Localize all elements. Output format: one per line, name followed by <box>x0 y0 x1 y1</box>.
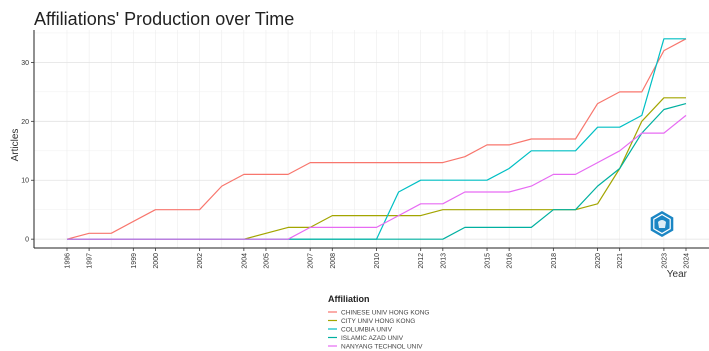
x-tick-label: 2002 <box>197 253 204 269</box>
x-tick-label: 2020 <box>595 253 602 269</box>
y-tick-label: 30 <box>21 60 29 67</box>
x-tick-label: 2013 <box>440 253 447 269</box>
x-tick-label: 2018 <box>551 253 558 269</box>
legend-title: Affiliation <box>328 294 370 304</box>
x-tick-label: 2010 <box>374 253 381 269</box>
series-line-3 <box>67 38 686 240</box>
x-tick-label: 2008 <box>330 253 337 269</box>
x-tick-label: 2024 <box>684 253 691 269</box>
series-line-2 <box>67 97 686 240</box>
y-axis-ticks: 0 10 20 30 <box>21 60 34 244</box>
y-tick-label: 20 <box>21 119 29 126</box>
x-tick-label: 1996 <box>65 253 72 269</box>
x-tick-label: 2012 <box>418 253 425 269</box>
axes <box>33 30 709 249</box>
legend: Affiliation CHINESE UNIV HONG KONG CITY U… <box>328 294 429 350</box>
y-tick-label: 10 <box>21 178 29 185</box>
series-lines <box>66 38 687 240</box>
x-tick-label: 2021 <box>617 253 624 269</box>
legend-item-label: NANYANG TECHNOL UNIV <box>341 343 423 350</box>
legend-item-label: ISLAMIC AZAD UNIV <box>341 335 404 342</box>
x-tick-label: 2016 <box>507 253 514 269</box>
x-tick-label: 2004 <box>241 253 248 269</box>
hexagon-logo-icon <box>650 211 674 237</box>
x-tick-label: 1999 <box>131 253 138 269</box>
plot-area <box>34 30 709 248</box>
y-axis-label: Articles <box>10 129 21 162</box>
chart-title: Affiliations' Production over Time <box>34 9 294 29</box>
x-tick-label: 2000 <box>153 253 160 269</box>
y-tick-label: 0 <box>25 237 29 244</box>
legend-item-label: CHINESE UNIV HONG KONG <box>341 309 429 316</box>
series-line-5 <box>67 114 687 240</box>
x-axis-ticks: 1996 1997 1999 2000 2002 2004 2005 2007 2008 2010… <box>65 248 691 269</box>
x-tick-label: 2005 <box>263 253 270 269</box>
x-tick-label: 2015 <box>485 253 492 269</box>
x-axis-label: Year <box>667 269 688 280</box>
series-line-1 <box>66 38 687 240</box>
x-tick-label: 2007 <box>308 253 315 269</box>
legend-item-label: COLUMBIA UNIV <box>341 326 393 333</box>
legend-item-label: CITY UNIV HONG KONG <box>341 318 415 325</box>
x-tick-label: 1997 <box>87 253 94 269</box>
x-tick-label: 2023 <box>661 253 668 269</box>
